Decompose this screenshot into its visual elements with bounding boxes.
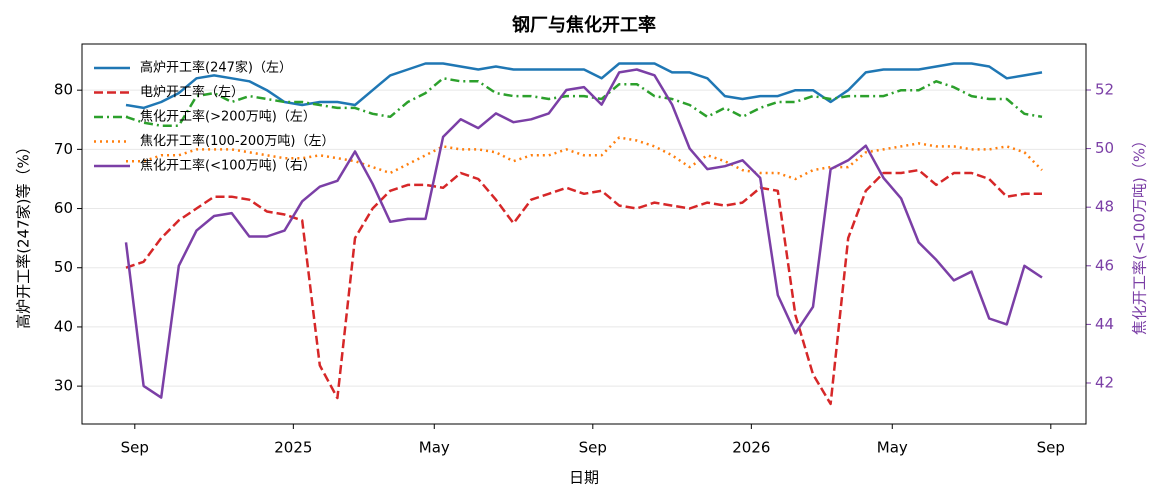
y-tick-label: 60 [54, 199, 73, 217]
x-tick-label: Sep [121, 439, 149, 457]
x-tick-label: 2025 [274, 439, 312, 457]
y2-tick-label: 44 [1095, 315, 1114, 333]
x-tick-label: Sep [1037, 439, 1065, 457]
x-tick-label: May [877, 439, 908, 457]
series-line [125, 77, 1043, 127]
y-tick-label: 70 [54, 140, 73, 158]
y2-tick-label: 48 [1095, 198, 1114, 216]
y2-axis-label: 焦化开工率(<100万吨)（%） [1131, 133, 1149, 335]
series-line [124, 68, 1043, 399]
y-axis-label: 高炉开工率(247家)等（%） [15, 139, 33, 329]
legend-label: 高炉开工率(247家)（左） [140, 60, 292, 76]
plot-frame [81, 43, 1087, 425]
y2-tick-label: 46 [1095, 256, 1114, 274]
legend-label: 焦化开工率(>200万吨)（左） [140, 109, 316, 125]
x-tick-label: Sep [579, 439, 607, 457]
y-tick-label: 50 [54, 258, 73, 276]
chart-title: 钢厂与焦化开工率 [512, 14, 656, 36]
legend-label: 焦化开工率(<100万吨)（右） [140, 158, 316, 174]
y2-tick-label: 42 [1095, 373, 1114, 391]
legend-label: 焦化开工率(100-200万吨)（左） [140, 133, 334, 149]
y2-tick-label: 50 [1095, 139, 1114, 157]
series-line [125, 62, 1043, 110]
series-line [126, 136, 1043, 181]
legend: 高炉开工率(247家)（左） 电炉开工率（左） 焦化开工率(>200万吨)（左） 焦化… [94, 60, 334, 174]
y-tick-label: 40 [54, 317, 73, 335]
legend-label: 电炉开工率（左） [140, 84, 244, 100]
y2-tick-label: 52 [1095, 80, 1114, 98]
y-tick-label: 80 [54, 81, 73, 99]
x-tick-label: 2026 [732, 439, 770, 457]
x-axis-label: 日期 [569, 469, 599, 487]
y-tick-label: 30 [54, 377, 73, 395]
x-tick-label: May [419, 439, 450, 457]
series-line [125, 168, 1042, 406]
